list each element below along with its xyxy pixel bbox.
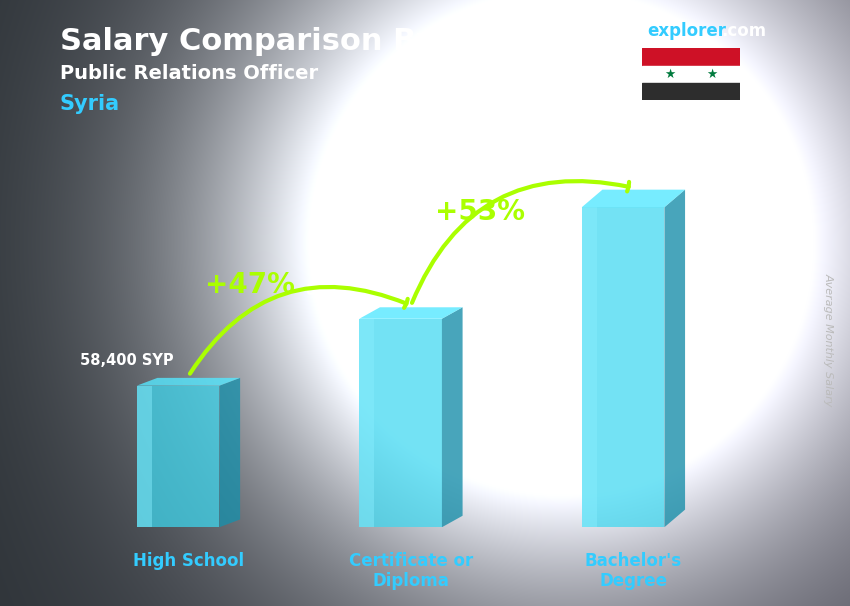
Text: Syria: Syria bbox=[60, 94, 120, 114]
Polygon shape bbox=[665, 190, 685, 527]
Polygon shape bbox=[442, 307, 462, 527]
Text: ★: ★ bbox=[664, 68, 675, 81]
Bar bbox=[642, 65, 740, 83]
Polygon shape bbox=[581, 207, 597, 527]
Polygon shape bbox=[360, 319, 442, 527]
Text: 132,000 SYP: 132,000 SYP bbox=[527, 165, 631, 180]
Text: explorer: explorer bbox=[648, 22, 727, 41]
Polygon shape bbox=[581, 207, 665, 527]
Text: 58,400 SYP: 58,400 SYP bbox=[81, 353, 174, 368]
Polygon shape bbox=[137, 385, 219, 527]
Polygon shape bbox=[137, 378, 240, 385]
Text: 86,000 SYP: 86,000 SYP bbox=[306, 283, 400, 298]
Bar bbox=[642, 48, 740, 65]
Polygon shape bbox=[137, 385, 151, 527]
Text: +53%: +53% bbox=[435, 198, 525, 227]
Text: ★: ★ bbox=[706, 68, 717, 81]
Text: Public Relations Officer: Public Relations Officer bbox=[60, 64, 318, 82]
Polygon shape bbox=[360, 319, 374, 527]
Polygon shape bbox=[581, 190, 685, 207]
Bar bbox=[642, 83, 740, 100]
Text: Bachelor's
Degree: Bachelor's Degree bbox=[585, 551, 682, 590]
Text: .com: .com bbox=[721, 22, 766, 41]
Text: Salary Comparison By Education: Salary Comparison By Education bbox=[60, 27, 616, 56]
Text: +47%: +47% bbox=[205, 271, 295, 299]
Polygon shape bbox=[219, 378, 240, 527]
Text: High School: High School bbox=[133, 551, 244, 570]
Text: Average Monthly Salary: Average Monthly Salary bbox=[824, 273, 834, 406]
Polygon shape bbox=[360, 307, 462, 319]
Text: salary: salary bbox=[591, 22, 648, 41]
Text: Certificate or
Diploma: Certificate or Diploma bbox=[348, 551, 473, 590]
